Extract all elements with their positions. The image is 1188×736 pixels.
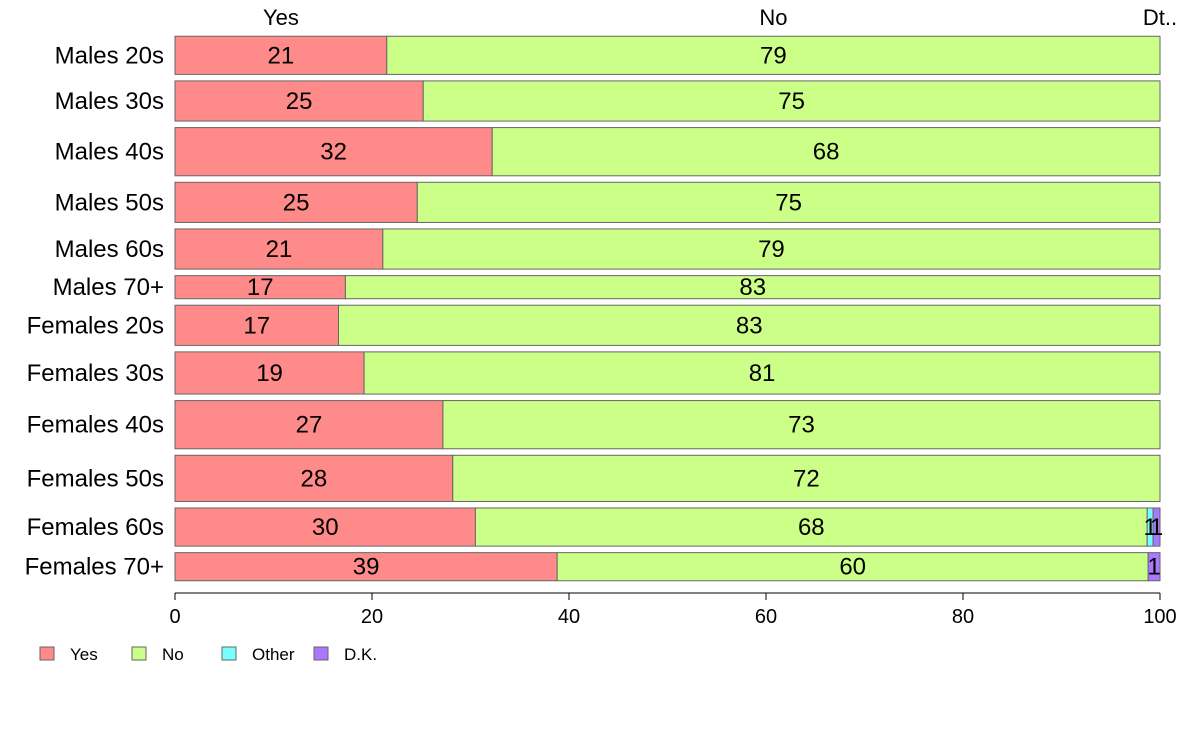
row-label: Females 20s	[27, 312, 164, 339]
row-label: Females 30s	[27, 360, 164, 387]
bar-row: 25 75	[174, 181, 1161, 223]
bar-value-label: 83	[736, 312, 763, 339]
bar-value-label: 83	[739, 274, 766, 301]
legend-label: D.K.	[344, 645, 377, 664]
bar-row: 25 75	[174, 80, 1161, 122]
bar-segment-yes	[174, 181, 418, 223]
legend-item: Yes	[39, 645, 98, 664]
bar-segment-no	[422, 80, 1161, 122]
top-label: No	[759, 5, 787, 30]
bar-value-label: 72	[793, 465, 820, 492]
bar-value-label: 73	[788, 412, 815, 439]
bar-value-label: 81	[749, 360, 776, 387]
bar-value-label: 1	[1147, 554, 1160, 581]
x-tick-label: 80	[952, 606, 974, 628]
bar-segment-dk	[1147, 552, 1161, 582]
legend-item: D.K.	[313, 645, 377, 664]
row-label: Females 70+	[25, 554, 164, 581]
x-tick-label: 100	[1143, 606, 1176, 628]
row-label: Males 40s	[55, 139, 164, 166]
bar-value-label: 28	[301, 465, 328, 492]
legend-label: Other	[252, 645, 295, 664]
legend-label: No	[162, 645, 184, 664]
bar-segment-no	[442, 400, 1161, 450]
bar-segment-yes	[174, 351, 365, 395]
legend: Yes No Other D.K.	[39, 645, 377, 664]
bar-value-label: 68	[813, 139, 840, 166]
bar-row: 30 68 11	[174, 507, 1163, 547]
bar-value-label: 79	[760, 42, 787, 69]
row-label: Males 60s	[55, 236, 164, 263]
legend-swatch	[313, 646, 329, 661]
bar-segment-yes	[174, 304, 340, 346]
bar-value-label: 17	[247, 274, 274, 301]
bar-segment-no	[386, 35, 1161, 75]
bar-value-label: 75	[775, 189, 802, 216]
bar-value-label: 1	[1150, 514, 1163, 541]
bar-value-label: 21	[268, 42, 295, 69]
x-axis: 0 20 40 60 80 100	[169, 592, 1177, 628]
bar-segment-no	[382, 228, 1161, 270]
bar-segment-no	[416, 181, 1161, 223]
bar-row: 28 72	[174, 454, 1161, 502]
x-tick-label: 20	[361, 606, 383, 628]
bar-value-label: 60	[839, 554, 866, 581]
bar-segment-yes	[174, 80, 424, 122]
bar-segment-yes	[174, 35, 388, 75]
top-label: Dt..	[1143, 5, 1177, 30]
top-label: Yes	[263, 5, 299, 30]
bar-value-label: 68	[798, 514, 825, 541]
bar-row: 17 83	[174, 274, 1161, 301]
bar-row: 21 79	[174, 35, 1161, 75]
legend-swatch	[131, 646, 147, 661]
row-label: Males 20s	[55, 42, 164, 69]
bar-segment-no	[363, 351, 1161, 395]
bar-row: 19 81	[174, 351, 1161, 395]
bar-row: 32 68	[174, 127, 1161, 177]
bar-row: 27 73	[174, 400, 1161, 450]
bar-segment-no	[556, 552, 1149, 582]
bar-value-label: 25	[283, 189, 310, 216]
bar-value-label: 39	[353, 554, 380, 581]
row-label: Males 70+	[53, 274, 164, 301]
bar-segment-no	[491, 127, 1161, 177]
row-label: Females 40s	[27, 412, 164, 439]
legend-swatch	[221, 646, 237, 661]
row-labels-group: Males 20s Males 30s Males 40s Males 50s Male…	[25, 42, 164, 580]
bar-value-label: 27	[296, 412, 323, 439]
bar-value-label: 25	[286, 88, 313, 115]
bar-value-label: 32	[320, 139, 347, 166]
row-label: Males 50s	[55, 189, 164, 216]
row-label: Females 50s	[27, 465, 164, 492]
legend-item: Other	[221, 645, 295, 664]
x-tick-label: 0	[169, 606, 180, 628]
row-label: Males 30s	[55, 88, 164, 115]
bar-row: 17 83	[174, 304, 1161, 346]
legend-item: No	[131, 645, 184, 664]
bar-value-label: 19	[256, 360, 283, 387]
bar-value-label: 79	[758, 236, 785, 263]
bar-segment-no	[338, 304, 1161, 346]
bar-segment-yes	[174, 454, 454, 502]
bar-value-label: 21	[266, 236, 293, 263]
bar-segment-no	[344, 275, 1161, 300]
bar-value-label: 75	[778, 88, 805, 115]
bar-value-label: 30	[312, 514, 339, 541]
top-category-labels: Yes No Dt..	[263, 5, 1177, 30]
bar-segment-yes	[174, 552, 558, 582]
bar-segment-yes	[174, 228, 384, 270]
legend-label: Yes	[70, 645, 98, 664]
bar-value-label: 17	[243, 312, 270, 339]
bar-segment-no	[452, 454, 1161, 502]
row-label: Females 60s	[27, 514, 164, 541]
bar-row: 39 60 1	[174, 552, 1161, 582]
legend-swatch	[39, 646, 55, 661]
bar-row: 21 79	[174, 228, 1161, 270]
x-tick-label: 40	[558, 606, 580, 628]
bar-segment-dk	[1152, 507, 1161, 547]
x-tick-label: 60	[755, 606, 777, 628]
bar-segment-yes	[174, 127, 493, 177]
